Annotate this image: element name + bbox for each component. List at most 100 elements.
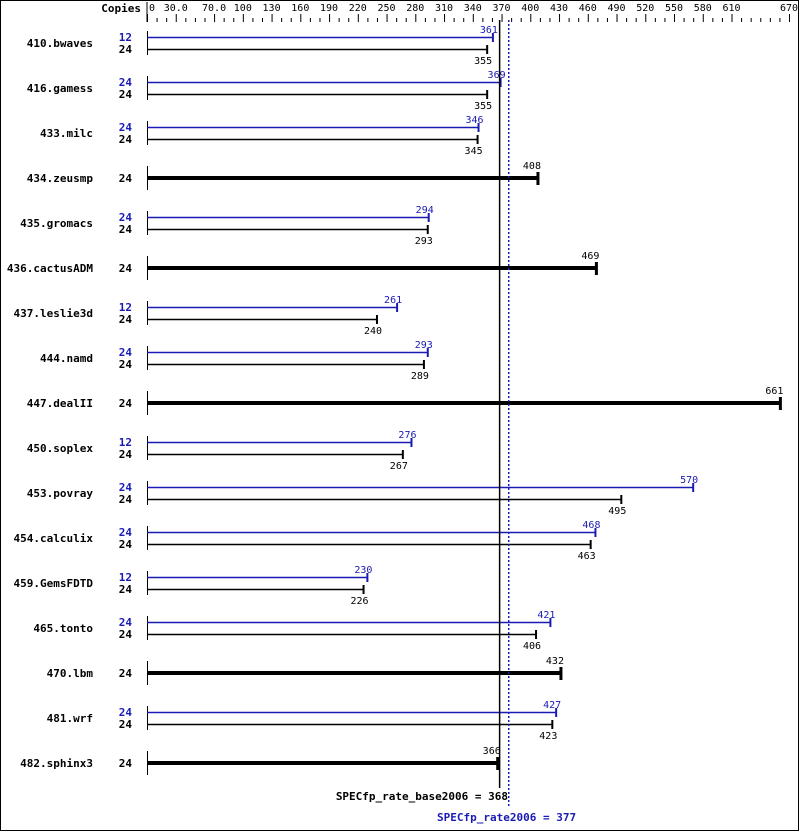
peak-copies: 12 bbox=[119, 436, 132, 449]
base-value-label: 408 bbox=[523, 161, 541, 172]
base-copies: 24 bbox=[119, 493, 133, 506]
base-value-label: 267 bbox=[390, 461, 408, 472]
peak-value-label: 570 bbox=[680, 475, 698, 486]
base-value-label: 423 bbox=[539, 731, 557, 742]
peak-copies: 24 bbox=[119, 121, 133, 134]
axis-tick-label: 70.0 bbox=[202, 3, 226, 14]
peak-copies: 12 bbox=[119, 571, 132, 584]
axis-tick-label: 130 bbox=[263, 3, 281, 14]
benchmark-label: 410.bwaves bbox=[27, 37, 93, 50]
benchmark-label: 434.zeusmp bbox=[27, 172, 94, 185]
base-value-label: 355 bbox=[474, 101, 492, 112]
base-value-label: 463 bbox=[578, 551, 596, 562]
axis-tick-label: 190 bbox=[320, 3, 338, 14]
base-copies: 24 bbox=[119, 223, 133, 236]
axis-tick-label: 610 bbox=[722, 3, 740, 14]
axis-tick-label: 460 bbox=[579, 3, 597, 14]
peak-copies: 12 bbox=[119, 301, 132, 314]
base-value-label: 226 bbox=[351, 596, 369, 607]
axis-tick-label: 220 bbox=[349, 3, 367, 14]
base-copies: 24 bbox=[119, 43, 133, 56]
benchmark-label: 453.povray bbox=[27, 487, 94, 500]
base-reference-label: SPECfp_rate_base2006 = 368 bbox=[336, 790, 508, 803]
axis-tick-label: 520 bbox=[636, 3, 654, 14]
benchmark-label: 470.lbm bbox=[47, 667, 94, 680]
peak-copies: 24 bbox=[119, 76, 133, 89]
peak-reference-label: SPECfp_rate2006 = 377 bbox=[437, 811, 576, 824]
base-value-label: 432 bbox=[546, 656, 564, 667]
base-value-label: 345 bbox=[465, 146, 483, 157]
benchmark-label: 459.GemsFDTD bbox=[14, 577, 94, 590]
base-copies: 24 bbox=[119, 718, 133, 731]
peak-value-label: 294 bbox=[416, 205, 434, 216]
axis-tick-label: 340 bbox=[464, 3, 482, 14]
base-value-label: 289 bbox=[411, 371, 429, 382]
axis-tick-label: 0 bbox=[149, 3, 155, 14]
axis-tick-label: 550 bbox=[665, 3, 683, 14]
base-copies: 24 bbox=[119, 88, 133, 101]
peak-copies: 24 bbox=[119, 211, 133, 224]
benchmark-label: 447.dealII bbox=[27, 397, 93, 410]
benchmark-label: 437.leslie3d bbox=[14, 307, 93, 320]
peak-copies: 24 bbox=[119, 481, 133, 494]
benchmark-label: 444.namd bbox=[40, 352, 93, 365]
benchmark-label: 435.gromacs bbox=[20, 217, 93, 230]
peak-copies: 24 bbox=[119, 706, 133, 719]
peak-value-label: 261 bbox=[384, 295, 402, 306]
base-copies: 24 bbox=[119, 262, 133, 275]
benchmark-label: 465.tonto bbox=[33, 622, 93, 635]
base-copies: 24 bbox=[119, 628, 133, 641]
axis-tick-label: 370 bbox=[493, 3, 511, 14]
base-copies: 24 bbox=[119, 172, 133, 185]
base-copies: 24 bbox=[119, 667, 133, 680]
base-value-label: 240 bbox=[364, 326, 382, 337]
base-copies: 24 bbox=[119, 313, 133, 326]
benchmark-label: 436.cactusADM bbox=[7, 262, 93, 275]
base-value-label: 293 bbox=[415, 236, 433, 247]
benchmark-label: 416.gamess bbox=[27, 82, 93, 95]
peak-value-label: 468 bbox=[582, 520, 600, 531]
peak-copies: 24 bbox=[119, 346, 133, 359]
axis-tick-label: 400 bbox=[521, 3, 539, 14]
axis-tick-label: 100 bbox=[234, 3, 252, 14]
axis-tick-label: 310 bbox=[435, 3, 453, 14]
base-value-label: 661 bbox=[765, 386, 783, 397]
peak-value-label: 276 bbox=[398, 430, 416, 441]
peak-copies: 12 bbox=[119, 31, 132, 44]
peak-value-label: 427 bbox=[543, 700, 561, 711]
peak-value-label: 346 bbox=[466, 115, 484, 126]
base-copies: 24 bbox=[119, 358, 133, 371]
axis-tick-label: 490 bbox=[607, 3, 625, 14]
axis-tick-label: 280 bbox=[406, 3, 424, 14]
peak-value-label: 361 bbox=[480, 25, 498, 36]
peak-value-label: 293 bbox=[415, 340, 433, 351]
axis-tick-label: 580 bbox=[694, 3, 712, 14]
benchmark-label: 450.soplex bbox=[27, 442, 94, 455]
base-copies: 24 bbox=[119, 133, 133, 146]
axis-tick-label: 250 bbox=[378, 3, 396, 14]
base-value-label: 406 bbox=[523, 641, 541, 652]
base-copies: 24 bbox=[119, 397, 133, 410]
base-value-label: 469 bbox=[581, 251, 599, 262]
base-copies: 24 bbox=[119, 448, 133, 461]
benchmark-label: 482.sphinx3 bbox=[20, 757, 93, 770]
base-copies: 24 bbox=[119, 538, 133, 551]
axis-tick-label: 670 bbox=[780, 3, 798, 14]
axis-tick-label: 30.0 bbox=[164, 3, 188, 14]
benchmark-label: 481.wrf bbox=[47, 712, 93, 725]
axis-tick-label: 160 bbox=[291, 3, 309, 14]
peak-copies: 24 bbox=[119, 526, 133, 539]
base-value-label: 355 bbox=[474, 56, 492, 67]
peak-copies: 24 bbox=[119, 616, 133, 629]
peak-value-label: 230 bbox=[354, 565, 372, 576]
peak-value-label: 421 bbox=[537, 610, 555, 621]
benchmark-label: 433.milc bbox=[40, 127, 93, 140]
axis-tick-label: 430 bbox=[550, 3, 568, 14]
copies-header: Copies bbox=[101, 2, 141, 15]
base-value-label: 495 bbox=[608, 506, 626, 517]
base-copies: 24 bbox=[119, 583, 133, 596]
base-value-label: 366 bbox=[483, 746, 501, 757]
benchmark-label: 454.calculix bbox=[14, 532, 94, 545]
